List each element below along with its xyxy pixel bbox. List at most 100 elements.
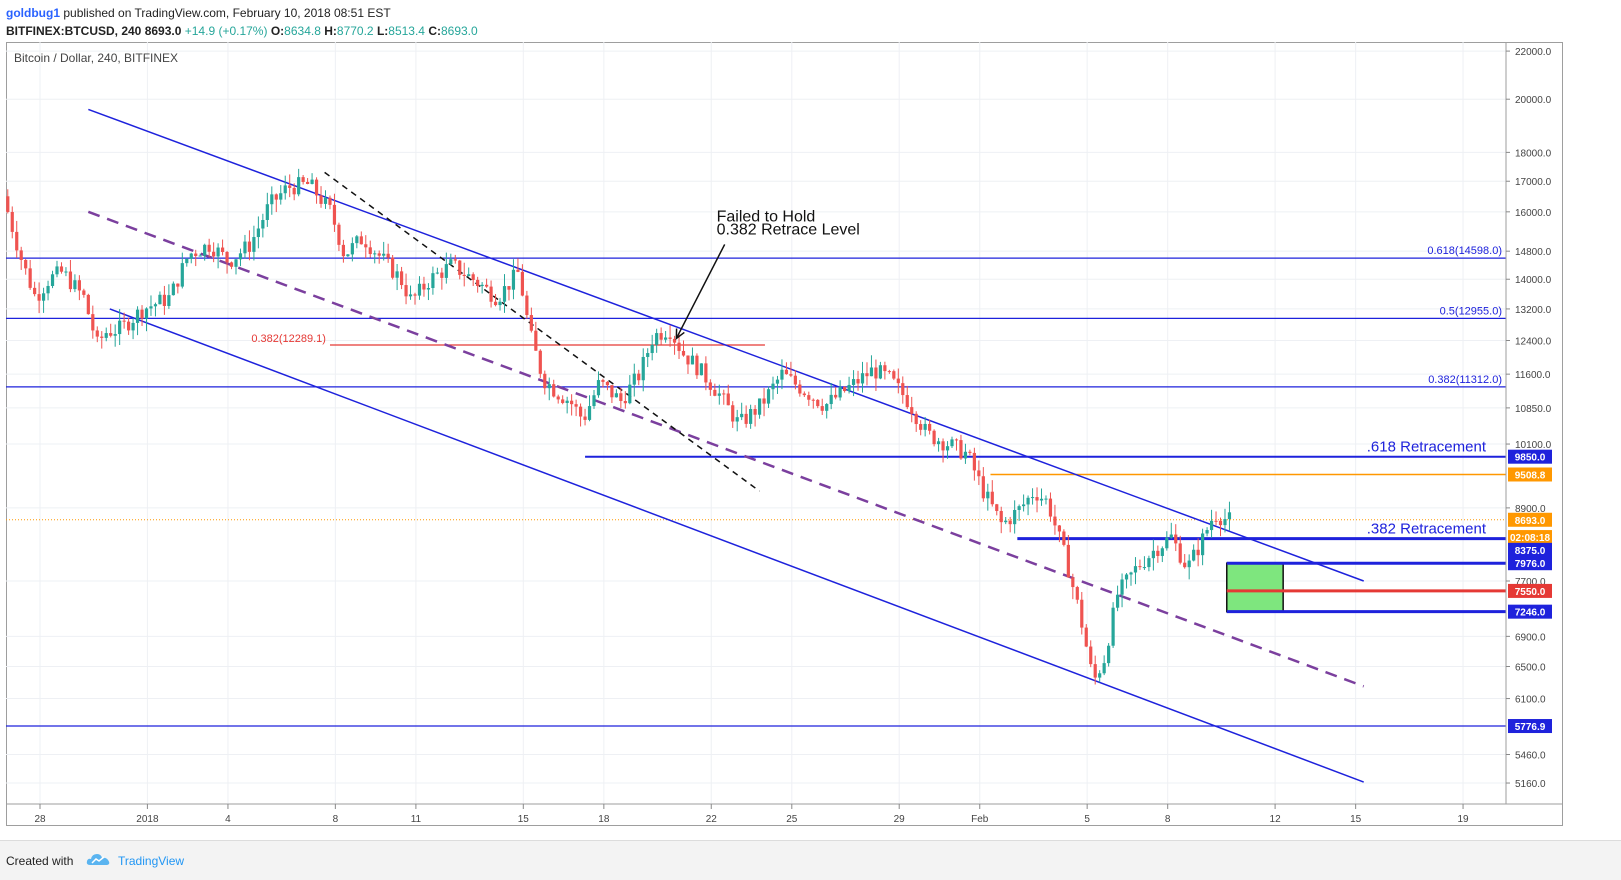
candle-down [1057, 525, 1062, 532]
y-tick-label: 6100.0 [1515, 695, 1546, 706]
candle-down [659, 333, 663, 340]
candle-up [261, 220, 265, 229]
candle-down [337, 224, 341, 245]
candle-down [534, 330, 538, 351]
candle-down [704, 363, 708, 383]
annotation-line-1: Failed to Hold [717, 208, 816, 225]
candle-up [198, 255, 202, 257]
candle-down [1218, 520, 1223, 526]
tradingview-brand-link[interactable]: TradingView [118, 854, 185, 868]
y-tick-label: 16000.0 [1515, 208, 1552, 219]
candle-down [726, 393, 730, 406]
candle-down [359, 236, 363, 245]
candle-up [587, 406, 592, 420]
candle-down [493, 301, 498, 306]
candle-up [963, 451, 968, 459]
chart-frame [6, 42, 1563, 826]
candle-down [399, 271, 404, 286]
candle-down [122, 320, 126, 322]
candle-down [552, 384, 556, 397]
candle-up [144, 308, 149, 319]
candle-up [780, 369, 784, 380]
candle-up [323, 197, 328, 204]
candle-down [68, 271, 73, 290]
candle-up [1115, 594, 1120, 608]
candle-up [382, 253, 386, 256]
fib-level-label: 0.5(12955.0) [1440, 305, 1502, 317]
candle-up [632, 373, 636, 385]
candle-down [610, 385, 614, 398]
candle-up [825, 404, 829, 411]
candle-down [247, 241, 252, 252]
candle-down [605, 381, 610, 386]
candle-up [1107, 645, 1111, 664]
candle-up [1192, 549, 1196, 561]
candle-up [310, 179, 314, 184]
candle-down [981, 476, 985, 499]
price-axis: 22000.0 20000.0 18000.0 17000.0 16000.0 14800… [1505, 42, 1552, 804]
author-link[interactable]: goldbug1 [6, 6, 60, 20]
candle-down [905, 395, 909, 408]
candle-down [33, 287, 37, 295]
candle-up [646, 353, 650, 357]
ohlc-line: BITFINEX:BTCUSD, 240 8693.0 +14.9 (+0.17… [6, 22, 478, 40]
x-tick-label: 15 [1350, 814, 1362, 825]
candle-up [1026, 497, 1030, 505]
candle-up [690, 355, 695, 365]
candle-down [1089, 646, 1093, 665]
candle-up [1013, 509, 1017, 525]
candle-up [408, 294, 413, 297]
candle-down [1075, 587, 1079, 600]
candle-down [489, 286, 493, 302]
x-tick-label: 25 [786, 814, 798, 825]
candle-up [435, 272, 439, 274]
candle-up [664, 337, 668, 340]
candle-up [498, 301, 502, 306]
candle-down [485, 284, 489, 287]
candle-down [77, 280, 81, 291]
candle-down [507, 286, 511, 290]
candle-down [762, 398, 766, 404]
candle-up [1039, 498, 1044, 501]
candle-down [95, 330, 99, 337]
candle-down [686, 355, 690, 365]
candle-up [1223, 519, 1227, 526]
candle-down [798, 384, 802, 394]
candle-up [467, 274, 471, 277]
x-tick-label: 11 [411, 814, 422, 825]
candle-up [185, 258, 189, 264]
price-badge [1508, 512, 1552, 527]
candle-up [1147, 558, 1151, 568]
tradingview-cloud-icon[interactable] [86, 850, 112, 868]
candle-up [628, 384, 632, 404]
candle-down [681, 350, 686, 356]
candle-up [167, 295, 171, 306]
candle-down [28, 268, 32, 288]
candle-up [297, 177, 301, 195]
candle-down [954, 439, 959, 441]
footer: Created with TradingView [0, 840, 1621, 880]
candle-down [1084, 627, 1088, 647]
x-tick-label: 19 [1457, 814, 1469, 825]
candle-down [440, 272, 444, 278]
candle-up [238, 253, 243, 260]
candle-down [977, 470, 981, 477]
candle-up [1142, 567, 1147, 569]
candle-down [37, 294, 41, 301]
candle-up [1209, 520, 1214, 531]
price-badge-label: 8375.0 [1515, 546, 1546, 557]
fib-level-label: 0.382(11312.0) [1428, 374, 1502, 386]
chart-title: Bitcoin / Dollar, 240, BITFINEX [14, 51, 178, 65]
x-tick-label: 5 [1084, 814, 1090, 825]
candle-up [113, 334, 117, 336]
y-tick-label: 14000.0 [1515, 275, 1552, 286]
close-value: 8693.0 [440, 24, 478, 38]
candle-up [189, 253, 193, 259]
price-chart[interactable]: 0.618(14598.0) 0.5(12955.0) 0.382(11312.0)… [6, 42, 1563, 826]
retracement-label: .382 Retracement [1367, 521, 1487, 538]
candle-up [158, 294, 162, 305]
black-dashed-trendline [324, 171, 761, 492]
channel-midline [87, 210, 1365, 688]
candle-up [444, 264, 448, 278]
low-label: L: [376, 24, 389, 38]
